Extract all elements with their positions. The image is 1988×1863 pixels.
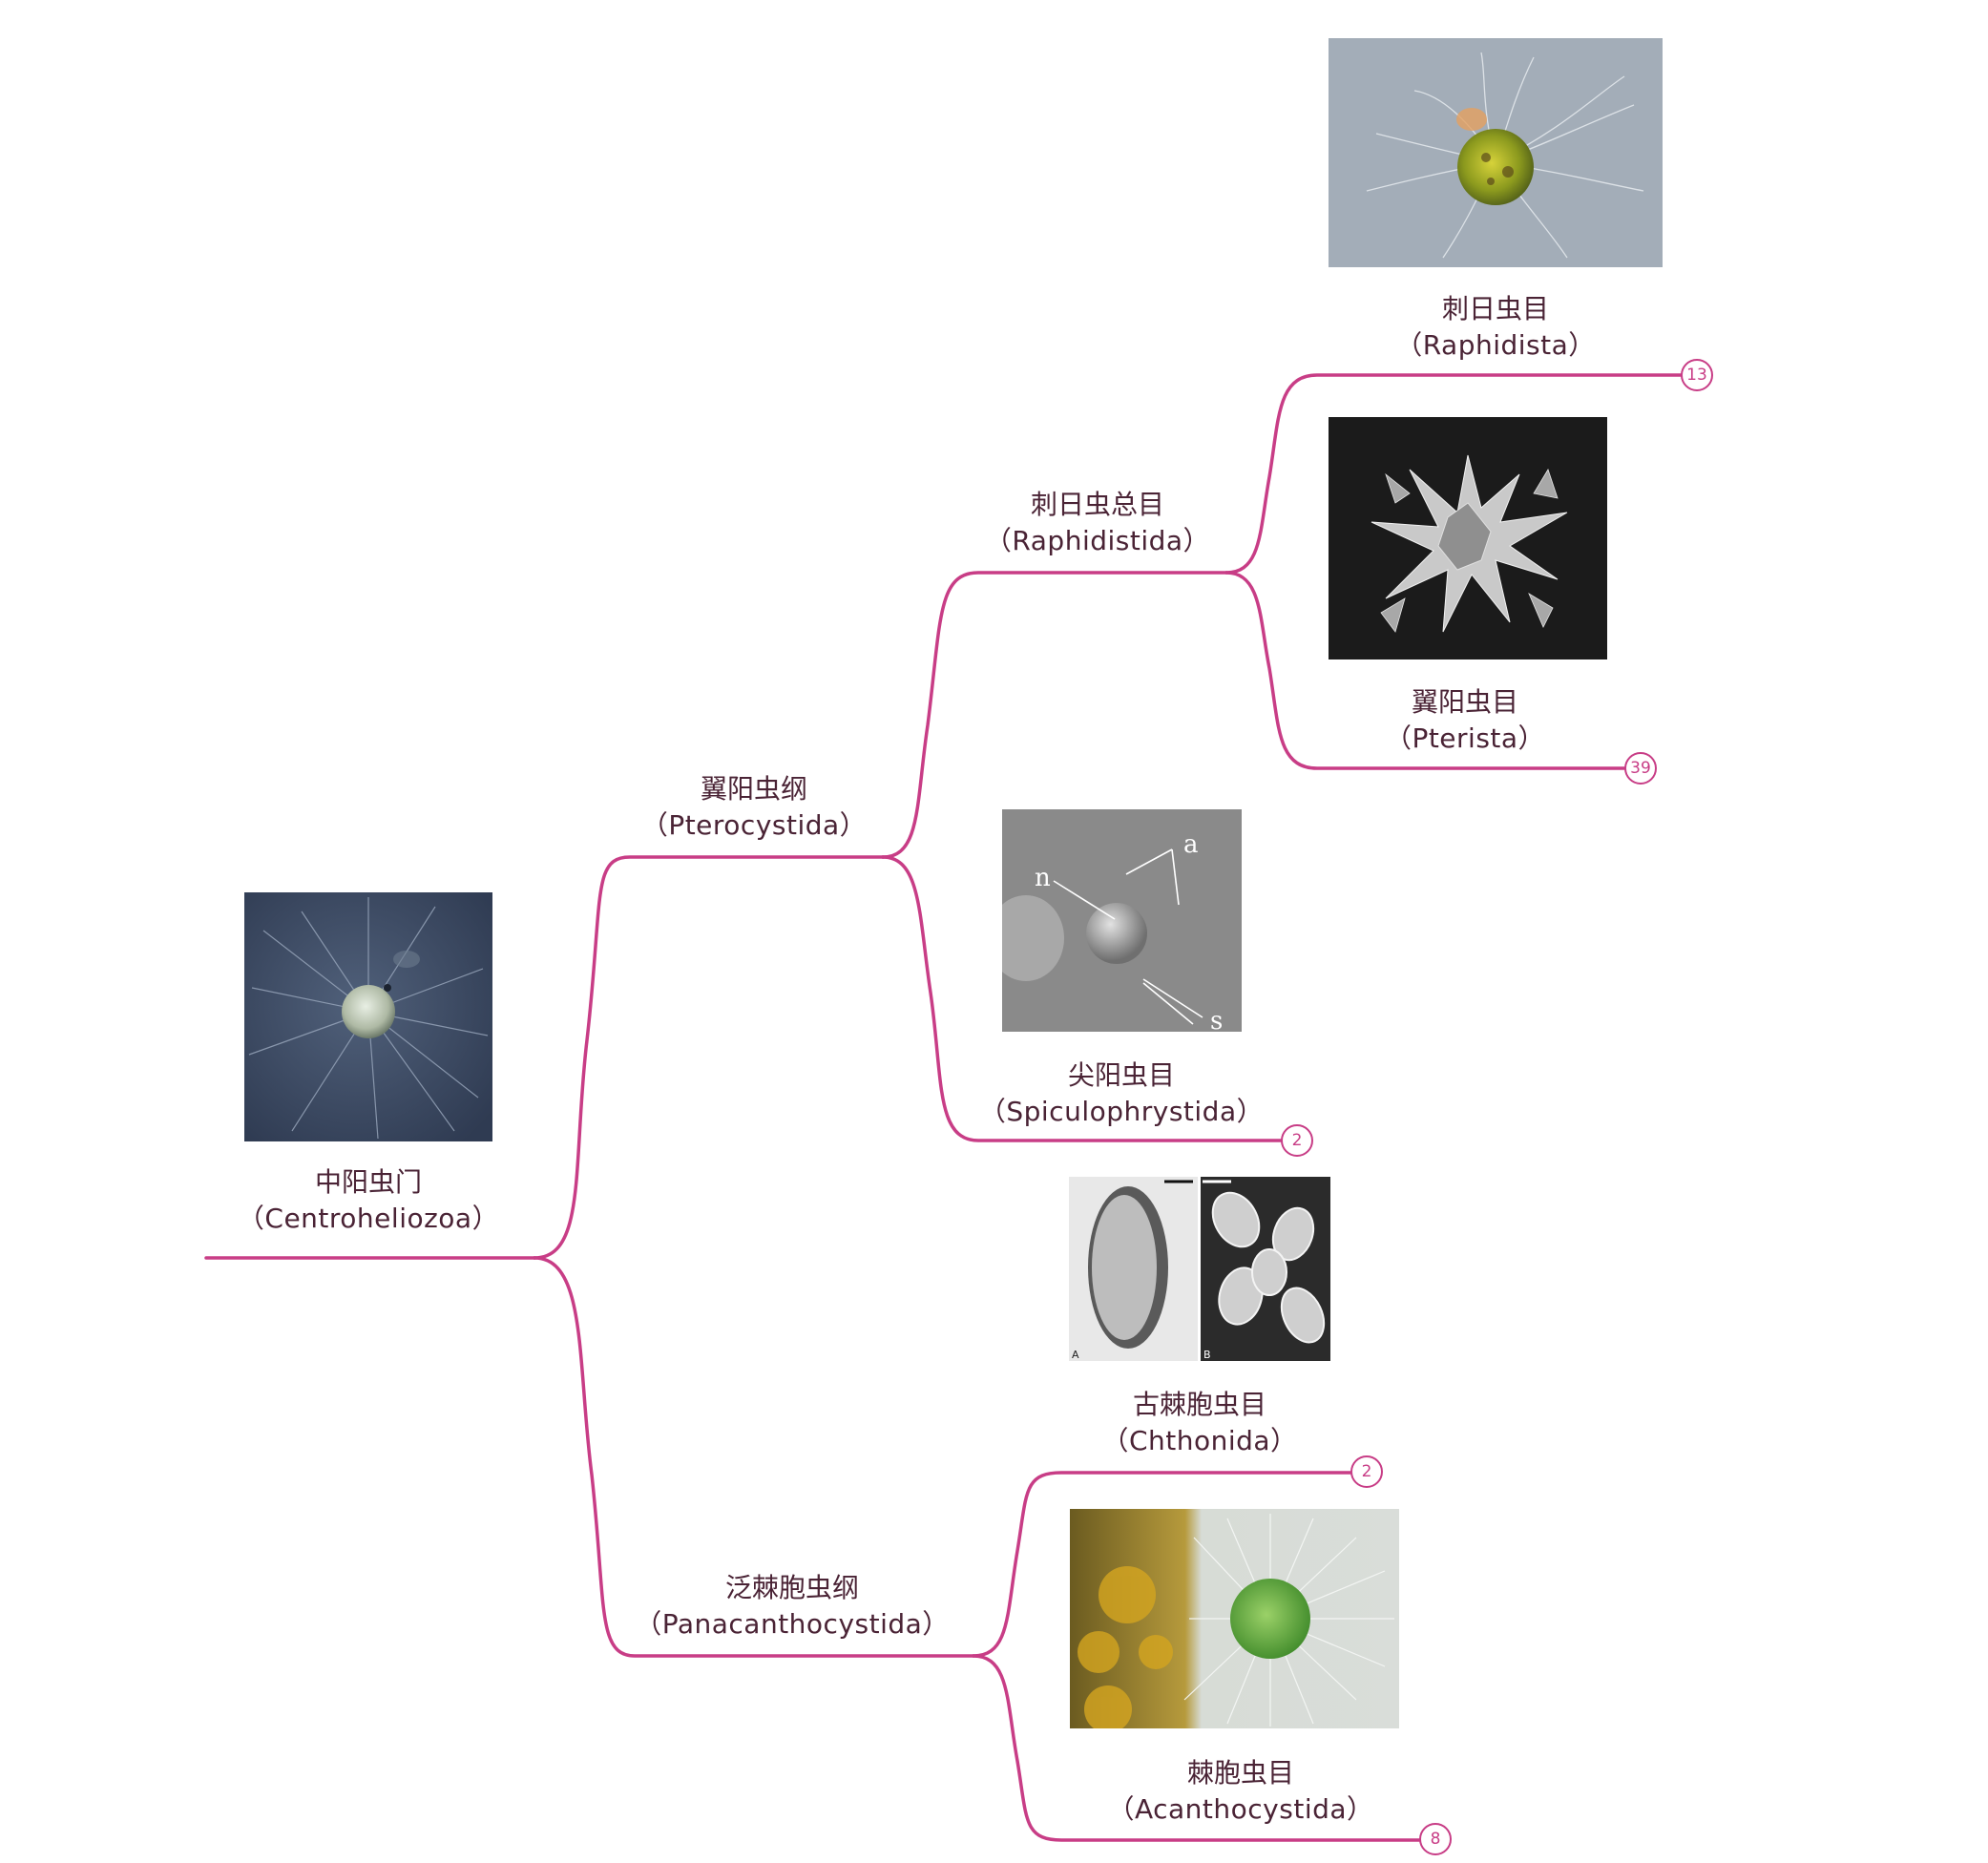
node-title-zh: 中阳虫门 xyxy=(314,1166,422,1198)
node-title-zh: 翼阳虫目 xyxy=(1411,686,1518,718)
node-label: 刺日虫目 （Raphidista） xyxy=(1395,291,1596,364)
node-title-en: （Chthonida） xyxy=(1101,1425,1298,1456)
root-image xyxy=(244,892,492,1141)
child-count-badge[interactable]: 39 xyxy=(1624,752,1657,785)
node-title-en: （Centroheliozoa） xyxy=(237,1203,500,1234)
image-letter-s: s xyxy=(1210,1007,1223,1032)
node-panacanthocystida[interactable]: 泛棘胞虫纲 （Panacanthocystida） xyxy=(630,1570,954,1643)
node-title-zh: 泛棘胞虫纲 xyxy=(724,1572,859,1603)
node-label: 古棘胞虫目 （Chthonida） xyxy=(1101,1387,1297,1459)
node-raphidistida[interactable]: 刺日虫总目 （Raphidistida） xyxy=(954,487,1241,559)
node-title-zh: 翼阳虫纲 xyxy=(700,773,807,805)
node-chthonida[interactable]: 古棘胞虫目 （Chthonida） xyxy=(1057,1387,1343,1459)
node-title-en: （Raphidista） xyxy=(1395,329,1596,361)
node-label: 棘胞虫目 （Acanthocystida） xyxy=(1107,1755,1373,1828)
node-title-zh: 棘胞虫目 xyxy=(1186,1757,1294,1789)
image-letter-a: a xyxy=(1183,830,1199,859)
spiculophrystida-image: n a s xyxy=(1002,809,1242,1032)
child-count-badge[interactable]: 8 xyxy=(1419,1823,1452,1855)
green-spines-illustration xyxy=(1070,1509,1399,1728)
sem-scales-illustration xyxy=(1329,417,1607,659)
node-label: 翼阳虫目 （Pterista） xyxy=(1385,684,1545,757)
edge-pterocystida-to-raphidistida xyxy=(881,571,1228,859)
node-centroheliozoa[interactable]: 中阳虫门 （Centroheliozoa） xyxy=(225,1164,512,1237)
edge-raphidistida-to-raphidista xyxy=(1224,373,1686,575)
node-pterocystida[interactable]: 翼阳虫纲 （Pterocystida） xyxy=(611,771,897,844)
node-title-en: （Acanthocystida） xyxy=(1107,1793,1374,1825)
node-label: 翼阳虫纲 （Pterocystida） xyxy=(641,771,867,844)
grey-cell-illustration: n a s xyxy=(1002,809,1242,1032)
panel-letter-b: B xyxy=(1203,1349,1211,1361)
centroheliozoan-illustration xyxy=(244,892,492,1141)
node-title-zh: 刺日虫总目 xyxy=(1030,489,1164,520)
child-count-badge[interactable]: 13 xyxy=(1681,359,1713,391)
node-title-zh: 刺日虫目 xyxy=(1441,293,1549,324)
child-count-badge[interactable]: 2 xyxy=(1281,1124,1313,1157)
node-label: 中阳虫门 （Centroheliozoa） xyxy=(238,1164,499,1237)
two-panel-scale-illustration: A B xyxy=(1069,1177,1330,1361)
node-title-zh: 尖阳虫目 xyxy=(1067,1059,1175,1091)
node-title-en: （Pterocystida） xyxy=(640,809,868,841)
node-label: 尖阳虫目 （Spiculophrystida） xyxy=(979,1057,1264,1130)
node-spiculophrystida[interactable]: 尖阳虫目 （Spiculophrystida） xyxy=(973,1057,1269,1130)
raphidista-image xyxy=(1329,38,1663,267)
node-acanthocystida[interactable]: 棘胞虫目 （Acanthocystida） xyxy=(1098,1755,1384,1828)
green-heliozoan-illustration xyxy=(1329,38,1663,267)
child-count-badge[interactable]: 2 xyxy=(1350,1455,1383,1488)
panel-letter-a: A xyxy=(1072,1349,1079,1361)
node-title-en: （Spiculophrystida） xyxy=(978,1096,1265,1127)
node-pterista[interactable]: 翼阳虫目 （Pterista） xyxy=(1322,684,1608,757)
edge-root-to-panacanthocystida xyxy=(533,1256,975,1658)
node-raphidista[interactable]: 刺日虫目 （Raphidista） xyxy=(1352,291,1639,364)
chthonida-image: A B xyxy=(1069,1177,1330,1361)
edge-panacanthocystida-to-acanthocystida xyxy=(972,1654,1427,1842)
edge-panacanthocystida-to-chthonida xyxy=(972,1471,1358,1658)
edge-root-to-pterocystida xyxy=(533,855,885,1260)
node-title-zh: 古棘胞虫目 xyxy=(1132,1389,1266,1420)
edge-raphidistida-to-pterista xyxy=(1224,571,1630,770)
acanthocystida-image xyxy=(1070,1509,1399,1728)
node-label: 泛棘胞虫纲 （Panacanthocystida） xyxy=(635,1570,950,1643)
pterista-image xyxy=(1329,417,1607,659)
node-title-en: （Panacanthocystida） xyxy=(635,1608,950,1640)
node-title-en: （Raphidistida） xyxy=(984,525,1211,556)
node-label: 刺日虫总目 （Raphidistida） xyxy=(985,487,1210,559)
node-title-en: （Pterista） xyxy=(1384,722,1546,754)
image-letter-n: n xyxy=(1035,864,1051,892)
edge-pterocystida-to-spiculophrystida xyxy=(881,855,1288,1142)
